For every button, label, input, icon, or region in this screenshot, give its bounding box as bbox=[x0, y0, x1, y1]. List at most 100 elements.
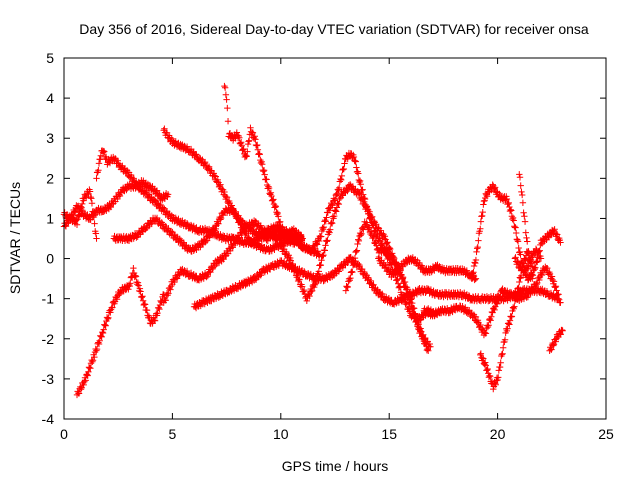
data-point bbox=[101, 148, 108, 155]
data-point bbox=[299, 235, 306, 242]
data-point bbox=[326, 207, 334, 214]
data-point bbox=[412, 314, 419, 321]
data-point bbox=[524, 293, 532, 301]
data-point bbox=[333, 204, 341, 211]
y-tick-label: 5 bbox=[46, 50, 54, 66]
data-point bbox=[537, 255, 545, 262]
data-point bbox=[255, 150, 263, 157]
data-point bbox=[321, 247, 329, 254]
data-point bbox=[517, 251, 524, 258]
data-point bbox=[126, 282, 133, 290]
data-point bbox=[482, 362, 490, 369]
data-point bbox=[479, 208, 486, 216]
data-point bbox=[87, 193, 94, 201]
data-point bbox=[524, 265, 532, 272]
data-point bbox=[138, 294, 146, 301]
data-point bbox=[351, 254, 359, 262]
y-axis-label: SDTVAR / TECUs bbox=[7, 182, 23, 294]
data-point bbox=[514, 236, 521, 244]
data-point bbox=[270, 196, 277, 203]
data-point bbox=[373, 231, 381, 238]
data-point bbox=[222, 91, 230, 98]
data-point bbox=[485, 374, 493, 381]
data-point bbox=[381, 233, 389, 240]
data-point bbox=[89, 208, 96, 215]
data-point bbox=[378, 240, 386, 247]
data-point bbox=[103, 314, 111, 321]
data-point bbox=[306, 292, 313, 300]
data-point bbox=[370, 234, 378, 241]
data-point bbox=[473, 248, 480, 256]
data-point bbox=[517, 182, 524, 189]
data-point bbox=[487, 317, 494, 324]
data-point bbox=[477, 351, 484, 359]
data-point bbox=[493, 377, 500, 384]
data-point bbox=[465, 292, 473, 299]
data-point bbox=[267, 191, 274, 198]
data-point bbox=[326, 229, 333, 236]
data-point bbox=[266, 266, 274, 273]
data-point bbox=[417, 325, 424, 332]
data-point bbox=[525, 257, 533, 264]
data-point bbox=[139, 297, 147, 304]
data-point bbox=[534, 258, 541, 266]
data-point bbox=[335, 268, 343, 275]
data-point bbox=[494, 300, 501, 308]
data-point bbox=[190, 247, 197, 254]
data-point bbox=[238, 218, 245, 225]
data-point bbox=[331, 207, 339, 214]
data-point bbox=[180, 239, 187, 246]
series-track-9 bbox=[221, 82, 306, 247]
data-point bbox=[474, 243, 481, 251]
data-point bbox=[535, 248, 542, 255]
data-point bbox=[357, 231, 364, 239]
x-axis-label: GPS time / hours bbox=[282, 458, 389, 474]
data-point bbox=[92, 230, 100, 237]
data-point bbox=[415, 321, 422, 328]
data-point bbox=[516, 278, 523, 286]
data-point bbox=[358, 194, 365, 201]
data-point bbox=[243, 280, 250, 288]
data-point bbox=[426, 307, 433, 315]
data-point bbox=[183, 219, 191, 227]
data-point bbox=[480, 201, 487, 208]
data-point bbox=[286, 254, 294, 262]
data-point bbox=[80, 381, 87, 389]
y-tick-label: 0 bbox=[46, 251, 54, 267]
data-point bbox=[521, 218, 529, 225]
data-point bbox=[518, 191, 526, 199]
data-point bbox=[353, 168, 361, 176]
data-point bbox=[554, 291, 561, 299]
data-point bbox=[252, 136, 259, 143]
data-point bbox=[102, 322, 109, 329]
data-point bbox=[221, 84, 229, 91]
data-point bbox=[375, 253, 383, 261]
data-point bbox=[104, 315, 111, 323]
data-point bbox=[396, 283, 403, 290]
data-point bbox=[550, 278, 558, 285]
data-point bbox=[211, 172, 218, 179]
data-point bbox=[401, 278, 409, 286]
data-point bbox=[367, 277, 375, 285]
data-point bbox=[491, 306, 498, 314]
data-point bbox=[370, 222, 377, 229]
data-point bbox=[359, 186, 366, 193]
data-point bbox=[240, 145, 247, 153]
data-point bbox=[272, 203, 280, 210]
data-point bbox=[399, 274, 407, 281]
series-track-14 bbox=[420, 263, 564, 339]
data-point bbox=[496, 293, 504, 301]
data-point bbox=[514, 238, 522, 245]
data-point bbox=[229, 206, 236, 213]
data-point bbox=[85, 364, 93, 371]
data-point bbox=[501, 336, 509, 343]
data-point bbox=[285, 229, 292, 237]
data-point bbox=[167, 228, 175, 235]
data-point bbox=[263, 176, 270, 183]
data-point bbox=[377, 227, 385, 234]
data-point bbox=[187, 221, 195, 229]
data-point bbox=[269, 196, 276, 204]
data-point bbox=[485, 322, 492, 329]
data-point bbox=[167, 286, 174, 293]
data-point bbox=[351, 186, 359, 194]
